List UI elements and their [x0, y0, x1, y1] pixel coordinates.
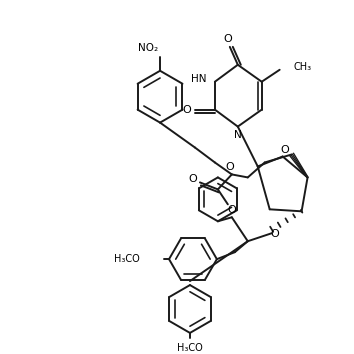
Text: O: O: [228, 205, 236, 215]
Text: CH₃: CH₃: [293, 62, 312, 72]
Text: H₃CO: H₃CO: [177, 343, 203, 353]
Text: NO₂: NO₂: [138, 43, 158, 53]
Text: O: O: [270, 229, 279, 239]
Text: HN: HN: [192, 74, 207, 84]
Text: O: O: [183, 105, 192, 115]
Text: N: N: [234, 130, 242, 139]
Text: H₃CO: H₃CO: [114, 254, 140, 264]
Text: O: O: [280, 144, 289, 154]
Text: O: O: [189, 175, 197, 184]
Text: O: O: [223, 34, 232, 44]
Text: O: O: [225, 162, 234, 172]
